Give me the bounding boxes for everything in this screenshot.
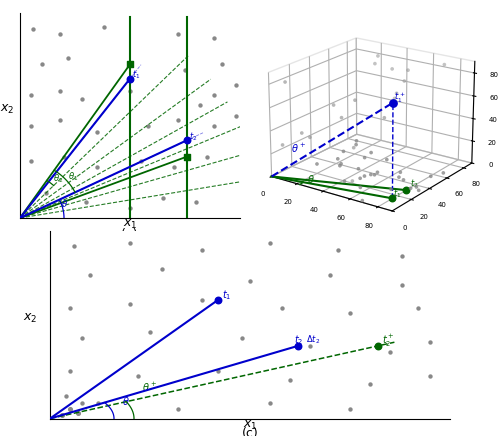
Point xyxy=(78,95,86,102)
Point xyxy=(100,24,108,31)
Point xyxy=(93,129,101,136)
Point xyxy=(266,239,274,246)
Point xyxy=(174,405,182,412)
Point xyxy=(137,157,145,164)
Text: $\Delta t_2$: $\Delta t_2$ xyxy=(306,334,320,347)
Point xyxy=(232,112,239,119)
Point xyxy=(159,194,167,201)
Text: $t_2^+$: $t_2^+$ xyxy=(382,333,395,349)
Point xyxy=(126,75,134,82)
Point xyxy=(238,335,246,342)
Point xyxy=(66,304,74,311)
Point xyxy=(294,342,302,349)
Point xyxy=(326,272,334,279)
Y-axis label: $x_2$: $x_2$ xyxy=(23,312,37,325)
Text: $\theta$: $\theta$ xyxy=(122,395,130,407)
Point xyxy=(374,342,382,349)
Point xyxy=(126,204,134,211)
Point xyxy=(170,164,178,170)
Point xyxy=(214,296,222,303)
Point xyxy=(158,266,166,273)
Point xyxy=(60,153,68,160)
Point xyxy=(74,409,82,416)
Text: (c): (c) xyxy=(242,427,258,436)
Point xyxy=(214,367,222,374)
Point xyxy=(183,153,191,160)
X-axis label: $x_1$: $x_1$ xyxy=(123,218,137,231)
Point xyxy=(126,239,134,246)
Point xyxy=(126,88,134,95)
Point xyxy=(210,34,218,41)
Point xyxy=(66,367,74,374)
Point xyxy=(346,405,354,412)
Point xyxy=(66,405,74,412)
Point xyxy=(56,30,64,37)
Point xyxy=(306,342,314,349)
Text: $\theta^+$: $\theta^+$ xyxy=(142,381,157,394)
Point xyxy=(196,102,204,109)
Point xyxy=(62,392,70,399)
Point xyxy=(64,54,72,61)
Point xyxy=(183,136,191,143)
Point xyxy=(286,377,294,384)
Point xyxy=(126,300,134,307)
Point xyxy=(278,304,286,311)
Point xyxy=(86,272,94,279)
Text: $t_1$: $t_1$ xyxy=(222,288,232,302)
Point xyxy=(134,373,142,380)
Point xyxy=(210,92,218,99)
Point xyxy=(246,277,254,284)
Point xyxy=(82,198,90,205)
Text: $\theta$: $\theta$ xyxy=(60,198,68,208)
Point xyxy=(78,400,86,407)
Point xyxy=(93,164,101,170)
Point xyxy=(366,381,374,388)
Point xyxy=(146,329,154,336)
X-axis label: $x_1$: $x_1$ xyxy=(243,419,257,432)
Point xyxy=(181,67,189,74)
Point xyxy=(126,61,134,68)
Y-axis label: $x_2$: $x_2$ xyxy=(0,102,14,116)
Point xyxy=(94,400,102,407)
Point xyxy=(58,411,66,418)
Point xyxy=(398,281,406,288)
Point xyxy=(174,30,182,37)
Point xyxy=(426,373,434,380)
Text: $\theta_2$: $\theta_2$ xyxy=(52,173,63,185)
Point xyxy=(42,190,50,197)
Text: (a): (a) xyxy=(121,228,139,242)
Point xyxy=(414,304,422,311)
Point xyxy=(56,116,64,123)
Text: (b): (b) xyxy=(361,235,379,248)
Point xyxy=(70,243,78,250)
Point xyxy=(398,252,406,259)
Text: $t_1$: $t_1$ xyxy=(132,68,140,81)
Point xyxy=(218,61,226,68)
Point xyxy=(27,122,35,129)
Text: $t_2$: $t_2$ xyxy=(294,333,304,347)
Point xyxy=(386,348,394,355)
Point xyxy=(174,116,182,123)
Point xyxy=(198,247,206,254)
Point xyxy=(27,157,35,164)
Point xyxy=(210,122,218,129)
Text: $t_2$: $t_2$ xyxy=(190,130,198,143)
Point xyxy=(27,92,35,99)
Point xyxy=(266,400,274,407)
Point xyxy=(56,88,64,95)
Point xyxy=(203,153,211,160)
Point xyxy=(426,338,434,345)
Text: $\theta_1$: $\theta_1$ xyxy=(68,170,78,183)
Point xyxy=(144,122,152,129)
Point xyxy=(38,61,46,68)
Point xyxy=(198,296,206,303)
Point xyxy=(192,198,200,205)
Point xyxy=(232,81,239,88)
Point xyxy=(334,247,342,254)
Point xyxy=(29,26,37,33)
Point xyxy=(78,335,86,342)
Point xyxy=(346,310,354,317)
